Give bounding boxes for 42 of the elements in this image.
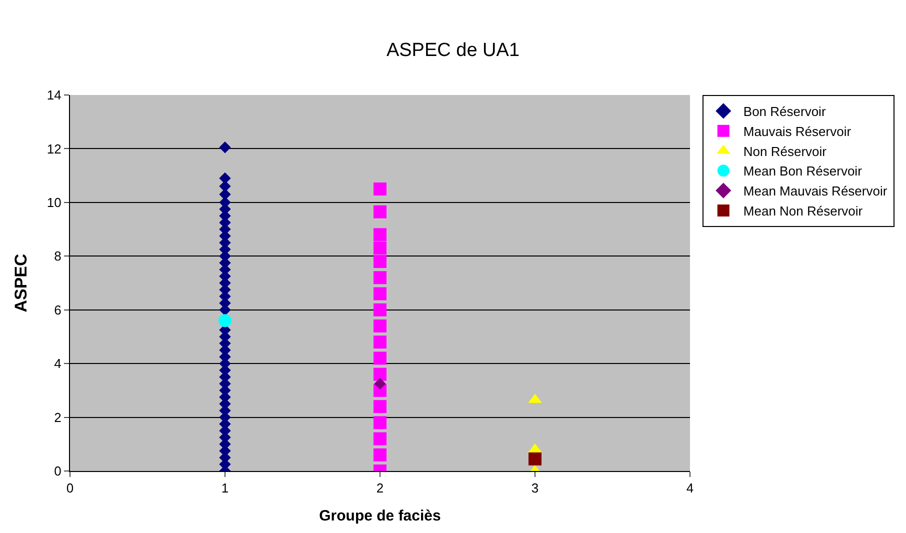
point (374, 319, 386, 332)
x-tick-label: 1 (221, 480, 229, 496)
legend-label: Mauvais Réservoir (743, 124, 852, 139)
y-tick-label: 8 (54, 248, 62, 264)
x-tick-label: 2 (376, 480, 384, 496)
y-tick-label: 0 (54, 464, 62, 479)
point (218, 314, 232, 328)
point (374, 271, 386, 284)
point (374, 287, 386, 300)
point (374, 448, 386, 462)
chart-title: ASPEC de UA1 (386, 40, 520, 61)
point (374, 432, 386, 446)
x-tick-label: 3 (531, 480, 539, 496)
y-tick-label: 12 (46, 141, 62, 156)
point (374, 255, 386, 268)
point (374, 368, 386, 381)
x-tick-label: 0 (66, 480, 74, 496)
point (374, 336, 386, 349)
point (374, 400, 386, 414)
point (528, 452, 542, 466)
y-tick-label: 4 (54, 356, 62, 372)
y-axis-title: ASPEC (11, 254, 30, 312)
y-tick-label: 6 (54, 302, 62, 318)
legend-label: Mean Mauvais Réservoir (743, 184, 888, 199)
x-tick-label: 4 (686, 480, 694, 496)
x-axis-title: Groupe de faciès (319, 508, 441, 525)
point (374, 205, 386, 218)
point (374, 182, 386, 196)
point (219, 142, 231, 154)
y-tick-label: 10 (46, 194, 62, 210)
point (374, 378, 386, 390)
y-tick-label: 2 (54, 410, 62, 425)
point (374, 416, 386, 430)
y-tick-label: 14 (46, 88, 62, 103)
legend-label: Non Réservoir (743, 144, 828, 159)
point (374, 228, 386, 242)
point (374, 242, 386, 255)
legend-label: Mean Non Réservoir (743, 204, 864, 219)
point (374, 303, 386, 316)
legend-label: Mean Bon Réservoir (743, 164, 863, 179)
legend-label: Bon Réservoir (743, 104, 826, 120)
point (374, 352, 386, 365)
